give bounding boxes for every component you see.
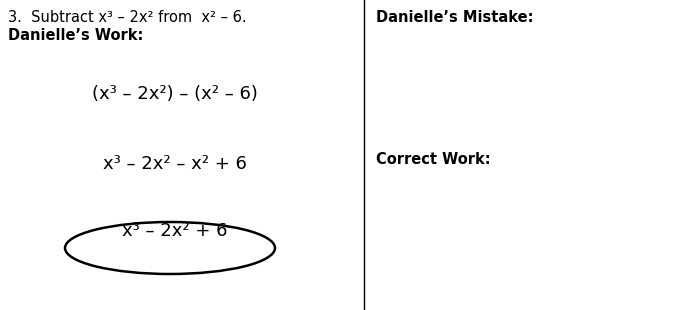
Text: x³ – 2x² + 6: x³ – 2x² + 6: [123, 222, 227, 240]
Text: x³ – 2x² – x² + 6: x³ – 2x² – x² + 6: [103, 155, 247, 173]
Text: Danielle’s Work:: Danielle’s Work:: [8, 28, 144, 43]
Text: Danielle’s Mistake:: Danielle’s Mistake:: [376, 10, 533, 25]
Text: 3.  Subtract x³ – 2x² from  x² – 6.: 3. Subtract x³ – 2x² from x² – 6.: [8, 10, 247, 25]
Text: Correct Work:: Correct Work:: [376, 152, 490, 167]
Text: (x³ – 2x²) – (x² – 6): (x³ – 2x²) – (x² – 6): [92, 85, 258, 103]
